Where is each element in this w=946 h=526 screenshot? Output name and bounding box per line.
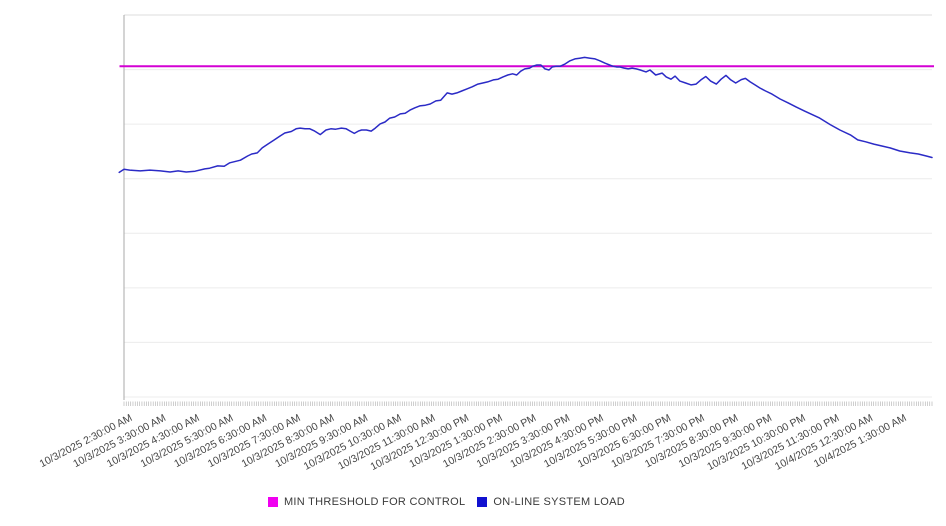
- legend-label-min-threshold: MIN THRESHOLD FOR CONTROL: [283, 496, 466, 508]
- chart-legend: MIN THRESHOLD FOR CONTROL ON-LINE SYSTEM…: [0, 496, 893, 508]
- legend-item-online-system-load: ON-LINE SYSTEM LOAD: [477, 496, 625, 508]
- gridlines: [124, 14, 932, 398]
- legend-label-online-system-load: ON-LINE SYSTEM LOAD: [493, 496, 626, 508]
- x-axis-minor-ticks: [123, 401, 933, 406]
- legend-swatch-min-threshold: [267, 497, 278, 507]
- legend-swatch-online-system-load: [477, 497, 488, 507]
- online-system-load-line: [118, 56, 933, 174]
- legend-item-min-threshold: MIN THRESHOLD FOR CONTROL: [267, 496, 466, 508]
